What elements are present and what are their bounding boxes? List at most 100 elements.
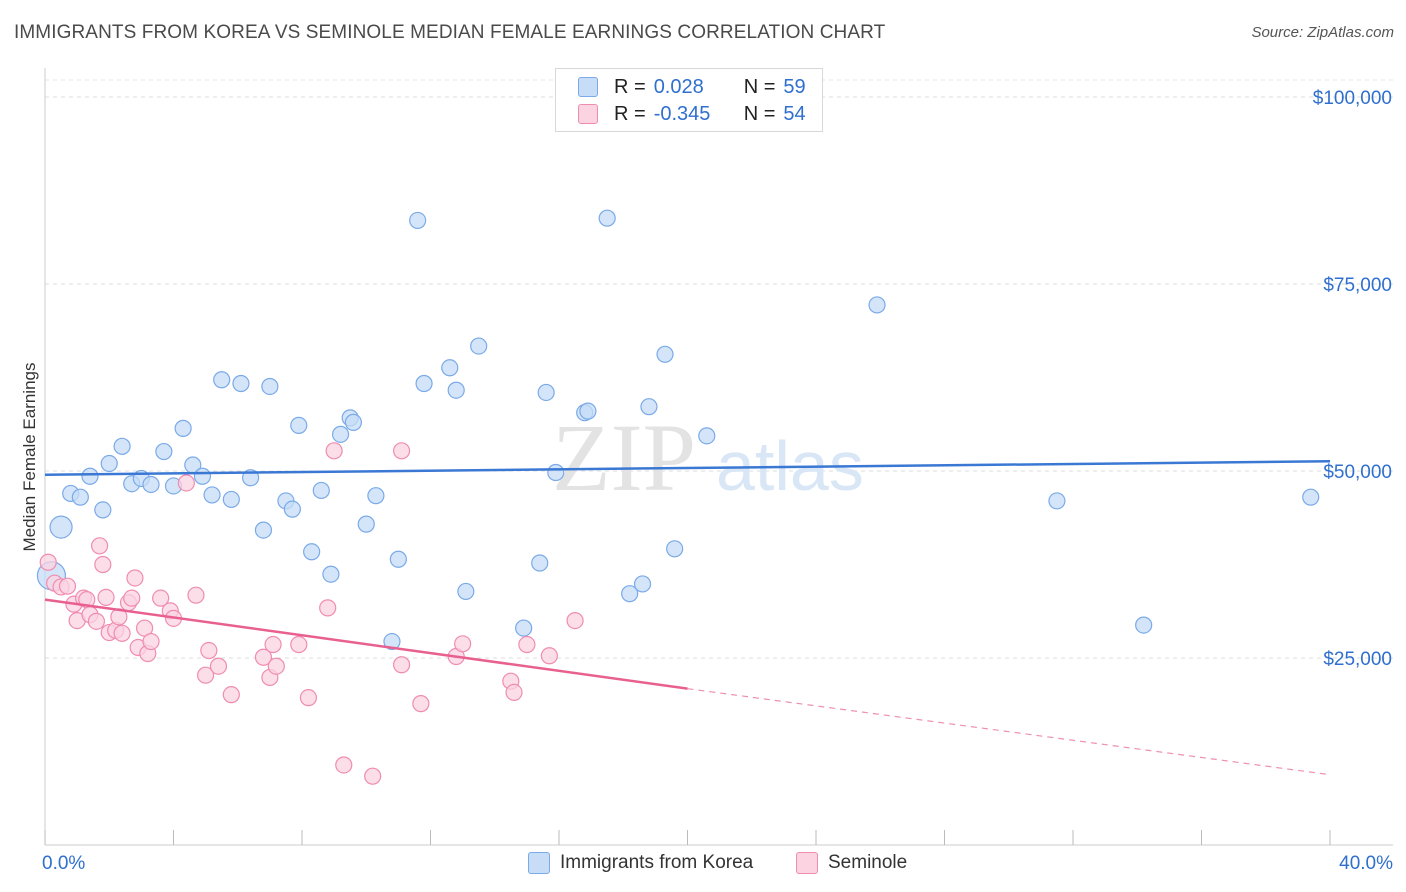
- trend-line-seminole-extension: [687, 688, 1331, 776]
- legend-r-value: 0.028: [653, 75, 704, 98]
- point-korea: [470, 337, 488, 355]
- point-korea: [415, 374, 433, 393]
- gridlines: [45, 79, 1393, 659]
- legend-n-value: 59: [783, 75, 806, 98]
- legend-n-value: 54: [783, 102, 806, 125]
- point-korea: [303, 543, 321, 561]
- point-korea: [290, 416, 308, 434]
- point-korea: [547, 463, 565, 482]
- y-tick-label: $100,000: [1313, 88, 1392, 109]
- point-seminole: [197, 666, 215, 684]
- point-seminole: [209, 657, 228, 675]
- point-korea: [1135, 616, 1153, 634]
- point-korea: [656, 345, 674, 363]
- point-korea: [71, 488, 89, 506]
- tick-labels: $25,000 $50,000 $75,000 $100,000 0.0% 40.0%: [42, 88, 1393, 874]
- point-seminole: [566, 611, 584, 630]
- bottom-legend-swatch-korea: [528, 852, 550, 874]
- point-seminole: [392, 442, 411, 460]
- watermark-zip: ZIP: [552, 404, 696, 511]
- point-korea: [447, 381, 465, 399]
- trend-lines: [44, 460, 1331, 776]
- point-seminole: [58, 577, 77, 595]
- point-korea: [598, 209, 616, 227]
- point-korea: [357, 515, 375, 533]
- point-korea: [331, 425, 350, 443]
- point-korea: [81, 467, 99, 485]
- point-seminole: [126, 569, 144, 587]
- point-seminole: [325, 442, 343, 460]
- point-korea: [457, 582, 475, 601]
- point-korea: [222, 490, 240, 509]
- y-tick-label: $50,000: [1323, 462, 1392, 483]
- point-korea: [868, 296, 886, 314]
- point-korea: [579, 402, 597, 420]
- point-seminole: [187, 586, 205, 604]
- point-seminole: [97, 588, 115, 607]
- bottom-legend-korea: Immigrants from Korea: [528, 852, 753, 874]
- point-korea: [409, 211, 427, 230]
- point-korea: [283, 500, 301, 518]
- legend-swatch-seminole: [578, 104, 598, 124]
- point-korea: [94, 501, 112, 519]
- legend-r-label: R =: [614, 75, 646, 98]
- point-korea: [203, 486, 221, 504]
- point-korea: [312, 481, 330, 500]
- point-korea: [441, 359, 459, 377]
- point-seminole: [254, 648, 273, 666]
- point-seminole: [91, 537, 109, 555]
- point-seminole: [299, 689, 318, 707]
- point-korea: [322, 565, 340, 583]
- point-seminole: [113, 624, 131, 642]
- point-seminole: [335, 756, 353, 774]
- trend-line-seminole: [44, 598, 688, 690]
- point-korea: [232, 374, 250, 393]
- bottom-legend-label-korea: Immigrants from Korea: [560, 852, 754, 873]
- point-korea: [633, 575, 652, 593]
- point-korea: [213, 371, 231, 389]
- legend-r-value: -0.345: [653, 102, 711, 125]
- point-korea: [389, 550, 407, 568]
- y-axis-label: Median Female Earnings: [20, 362, 39, 552]
- x-tick-label-max: 40.0%: [1339, 853, 1393, 874]
- y-tick-label: $25,000: [1323, 649, 1392, 670]
- bottom-legend-swatch-seminole: [796, 852, 818, 874]
- point-korea: [1048, 492, 1066, 510]
- watermark: ZIP atlas: [552, 404, 864, 511]
- point-seminole: [39, 553, 57, 571]
- point-korea: [344, 413, 362, 431]
- point-korea: [193, 467, 212, 485]
- trend-line-korea: [44, 460, 1331, 476]
- point-seminole: [87, 612, 106, 630]
- axes: [44, 68, 1393, 846]
- point-seminole: [200, 641, 218, 660]
- legend-n-label: N =: [743, 75, 776, 98]
- point-korea: [49, 515, 73, 539]
- legend-n-label: N =: [743, 102, 776, 125]
- point-seminole: [319, 599, 337, 617]
- point-seminole: [222, 686, 240, 704]
- point-korea: [100, 454, 118, 473]
- point-seminole: [123, 589, 141, 607]
- point-korea: [537, 383, 555, 402]
- bottom-legend-seminole: Seminole: [796, 852, 907, 874]
- point-korea: [254, 521, 273, 539]
- point-korea: [155, 442, 173, 461]
- point-korea: [698, 427, 716, 445]
- point-korea: [174, 419, 192, 437]
- point-korea: [621, 585, 639, 603]
- point-seminole: [264, 635, 282, 654]
- point-korea: [142, 475, 160, 494]
- point-seminole: [267, 657, 285, 675]
- legend-row-seminole: R = -0.345 N = 54: [578, 101, 806, 127]
- point-korea: [531, 554, 549, 572]
- point-seminole: [454, 635, 472, 653]
- point-seminole: [540, 647, 558, 665]
- point-seminole: [518, 635, 536, 654]
- x-tick-label-min: 0.0%: [42, 853, 85, 874]
- point-seminole: [364, 767, 382, 785]
- point-korea: [113, 437, 131, 455]
- point-seminole: [505, 683, 523, 702]
- point-korea: [640, 398, 658, 416]
